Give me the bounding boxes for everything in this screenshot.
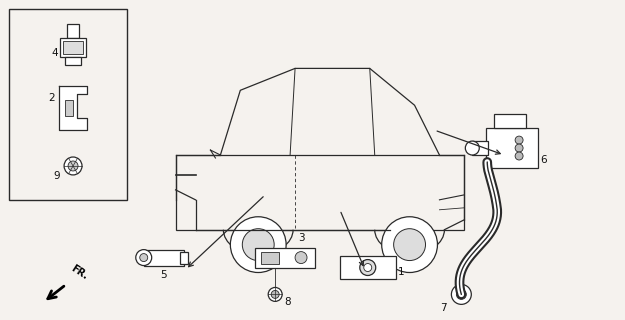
Bar	[179, 252, 188, 264]
Circle shape	[394, 229, 426, 260]
Circle shape	[268, 287, 282, 301]
Circle shape	[515, 152, 523, 160]
Bar	[65, 58, 81, 65]
Text: 7: 7	[440, 303, 447, 313]
Text: FR.: FR.	[69, 263, 89, 282]
Bar	[65, 100, 73, 116]
Circle shape	[140, 253, 148, 261]
Circle shape	[242, 229, 274, 260]
Text: 1: 1	[398, 267, 405, 276]
Circle shape	[451, 284, 471, 304]
Circle shape	[360, 260, 376, 276]
Bar	[60, 37, 86, 58]
Bar	[494, 114, 526, 128]
Bar	[261, 252, 279, 264]
Text: 6: 6	[541, 155, 548, 165]
Circle shape	[382, 217, 438, 273]
Circle shape	[64, 157, 82, 175]
Text: 5: 5	[161, 270, 167, 281]
Polygon shape	[59, 86, 87, 130]
Circle shape	[295, 252, 307, 264]
Circle shape	[271, 291, 279, 298]
Bar	[486, 128, 538, 168]
Bar	[67, 24, 79, 37]
Text: 2: 2	[48, 93, 54, 103]
Circle shape	[364, 264, 372, 271]
Circle shape	[515, 136, 523, 144]
Text: 4: 4	[52, 48, 58, 59]
Text: 9: 9	[54, 171, 61, 181]
Circle shape	[136, 250, 152, 266]
Circle shape	[466, 141, 479, 155]
Bar	[255, 248, 315, 268]
Text: 8: 8	[284, 297, 291, 308]
Bar	[472, 141, 488, 155]
Text: 3: 3	[298, 233, 304, 243]
Circle shape	[68, 161, 78, 171]
Bar	[9, 9, 127, 200]
Circle shape	[456, 289, 466, 300]
Circle shape	[515, 144, 523, 152]
Bar	[176, 155, 464, 230]
Bar	[340, 256, 396, 279]
Bar	[63, 41, 83, 54]
Circle shape	[231, 217, 286, 273]
Bar	[144, 250, 184, 266]
